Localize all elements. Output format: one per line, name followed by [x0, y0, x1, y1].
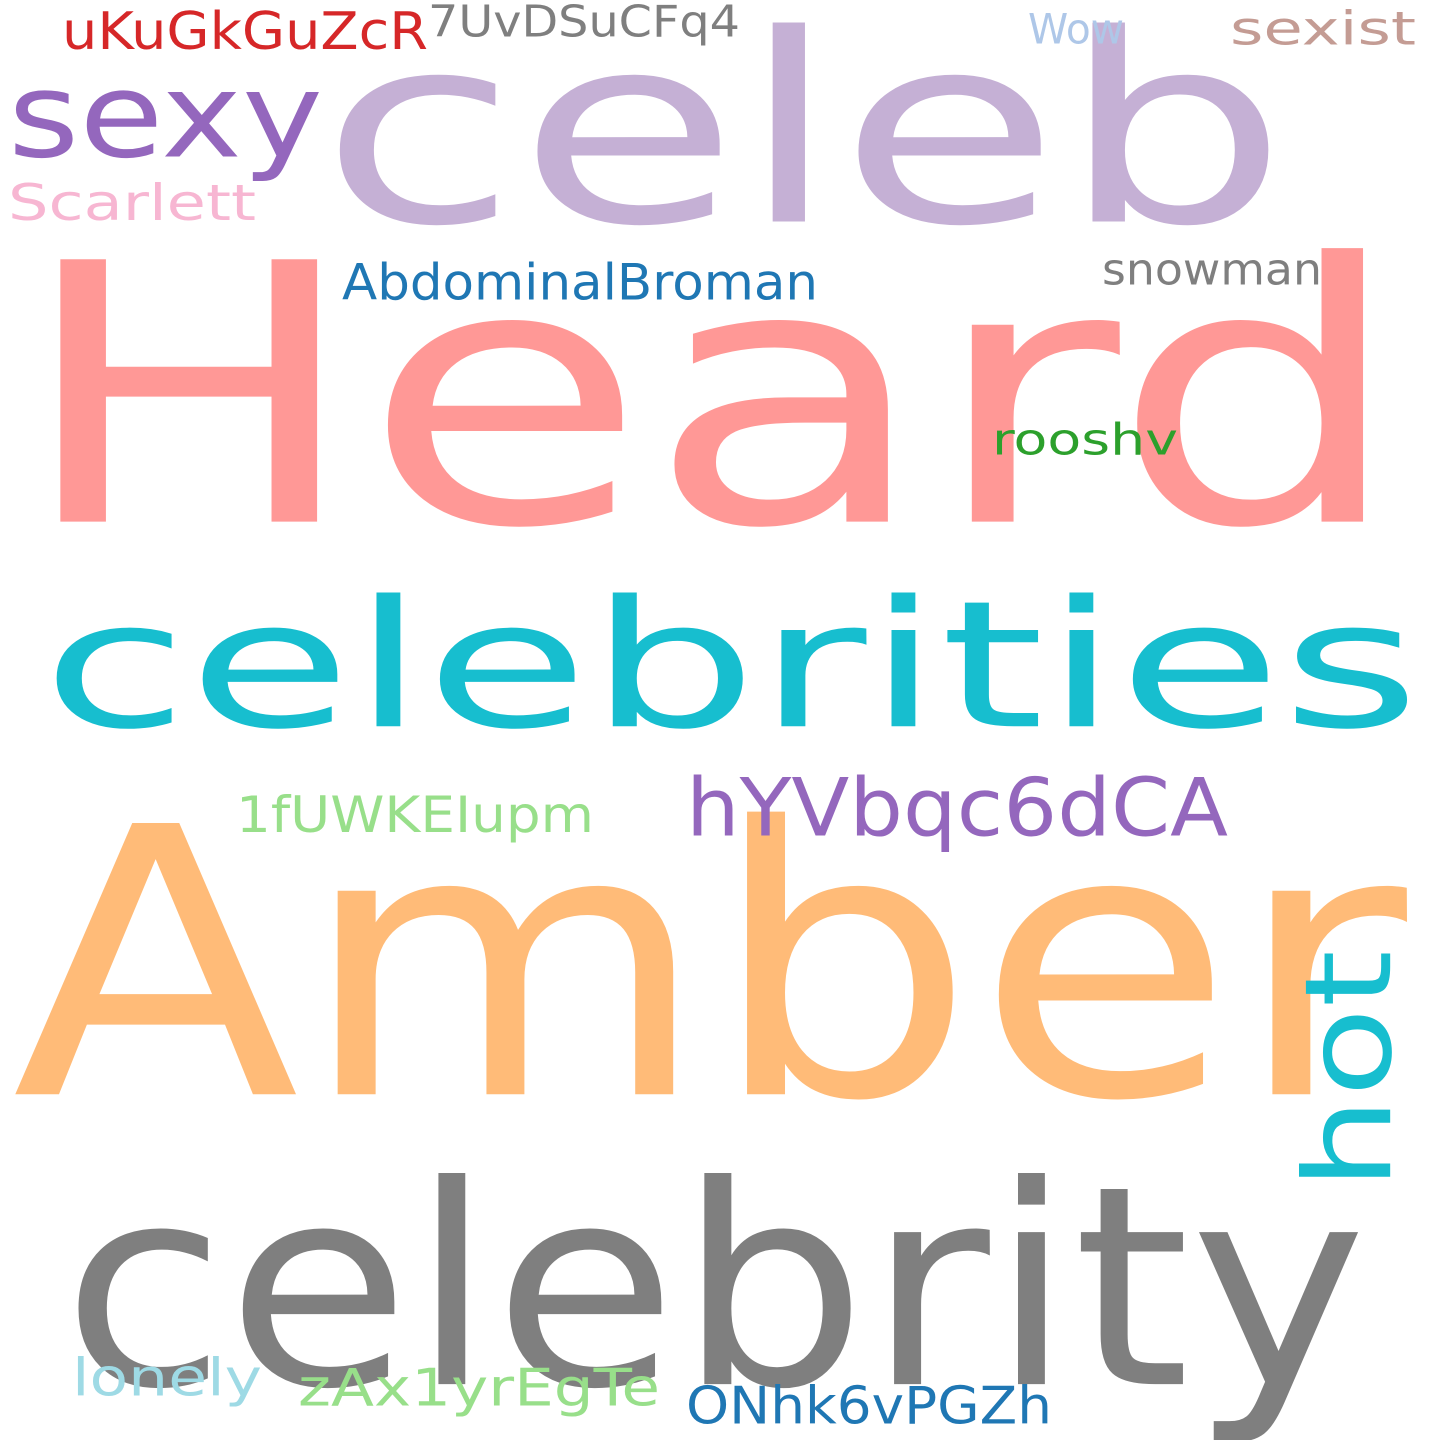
word-1fuwkeiupm: 1fUWKEIupm: [236, 785, 594, 844]
word-rooshv: rooshv: [992, 414, 1178, 466]
word-sexist: sexist: [1230, 2, 1416, 56]
word-ukugkguzcr: uKuGkGuZcR: [62, 1, 428, 62]
word-heard: Heard: [15, 188, 1405, 607]
word-zax1yregte: zAx1yrEgTe: [298, 1357, 660, 1418]
word-7uvdsucfq4: 7UvDSuCFq4: [428, 0, 740, 48]
word-scarlett: Scarlett: [8, 174, 256, 232]
word-snowman: snowman: [1102, 244, 1322, 296]
word-wow: Wow: [1028, 4, 1124, 54]
word-celebrities: celebrities: [42, 563, 1420, 769]
word-celeb: celeb: [320, 0, 1288, 284]
word-celebrity: celebrity: [62, 1127, 1367, 1440]
word-hyvbqc6dca: hYVbqc6dCA: [686, 760, 1228, 855]
word-abdominalbroman: AbdominalBroman: [342, 254, 818, 312]
word-hot[interactable]: hot: [1279, 950, 1420, 1190]
word-sexy: sexy: [8, 47, 323, 186]
word-lonely: lonely: [72, 1347, 262, 1409]
word-amber: Amber: [12, 749, 1407, 1183]
word-onhk6vpgzh: ONhk6vPGZh: [686, 1375, 1052, 1436]
